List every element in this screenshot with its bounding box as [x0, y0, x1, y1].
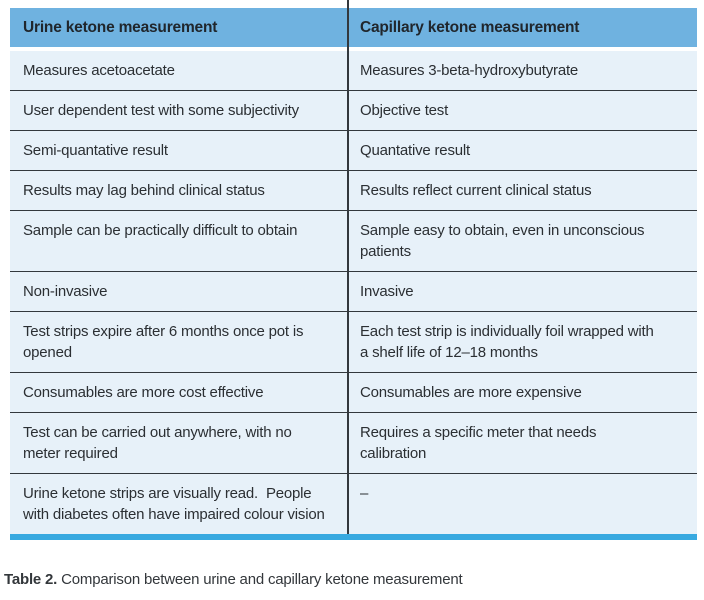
- table-cell: Each test strip is individually foil wra…: [360, 323, 658, 361]
- table-row: Measures acetoacetate Measures 3-beta-hy…: [10, 51, 697, 90]
- table-cell: Measures 3-beta-hydroxybutyrate: [360, 62, 579, 79]
- table-row: Semi-quantative result Quantative result: [10, 130, 697, 170]
- table-cell: Consumables are more cost effective: [23, 384, 264, 401]
- table-cell: Objective test: [360, 102, 449, 119]
- table-row: Test strips expire after 6 months once p…: [10, 311, 697, 372]
- column-header-capillary: Capillary ketone measurement: [360, 18, 580, 36]
- table-row: User dependent test with some subjectivi…: [10, 90, 697, 130]
- column-divider: [347, 0, 349, 534]
- table-cell: User dependent test with some subjectivi…: [23, 102, 299, 119]
- comparison-table: Urine ketone measurement Capillary keton…: [10, 0, 697, 540]
- table-cell: Test can be carried out anywhere, with n…: [23, 424, 296, 462]
- table-cell: –: [360, 485, 369, 502]
- caption-label: Table 2.: [4, 571, 58, 588]
- table-row: Non-invasive Invasive: [10, 271, 697, 311]
- table-cell: Quantative result: [360, 142, 470, 159]
- table-row: Test can be carried out anywhere, with n…: [10, 412, 697, 473]
- table-cell: Measures acetoacetate: [23, 62, 175, 79]
- caption-text: Comparison between urine and capillary k…: [57, 571, 463, 588]
- table-cell: Results may lag behind clinical status: [23, 182, 265, 199]
- table-row: Consumables are more cost effective Cons…: [10, 372, 697, 412]
- table-cell: Requires a specific meter that needs cal…: [360, 424, 601, 462]
- table-cell: Semi-quantative result: [23, 142, 168, 159]
- table-cell: Sample easy to obtain, even in unconscio…: [360, 222, 649, 260]
- table-cell: Invasive: [360, 283, 414, 300]
- table-body: Measures acetoacetate Measures 3-beta-hy…: [10, 51, 697, 534]
- table-row: Urine ketone strips are visually read. P…: [10, 473, 697, 534]
- table-cell: Sample can be practically difficult to o…: [23, 222, 298, 239]
- table-cell: Non-invasive: [23, 283, 108, 300]
- table-cell: Urine ketone strips are visually read. P…: [23, 485, 325, 523]
- table-cell: Test strips expire after 6 months once p…: [23, 323, 308, 361]
- table-row: Results may lag behind clinical status R…: [10, 170, 697, 210]
- table-row: Sample can be practically difficult to o…: [10, 210, 697, 271]
- table-cell: Consumables are more expensive: [360, 384, 582, 401]
- table-bottom-bar: [10, 534, 697, 540]
- header-gap: [10, 47, 697, 51]
- table-caption: Table 2. Comparison between urine and ca…: [4, 571, 463, 588]
- column-header-urine: Urine ketone measurement: [23, 18, 218, 36]
- table-header-row: Urine ketone measurement Capillary keton…: [10, 8, 697, 47]
- table-cell: Results reflect current clinical status: [360, 182, 592, 199]
